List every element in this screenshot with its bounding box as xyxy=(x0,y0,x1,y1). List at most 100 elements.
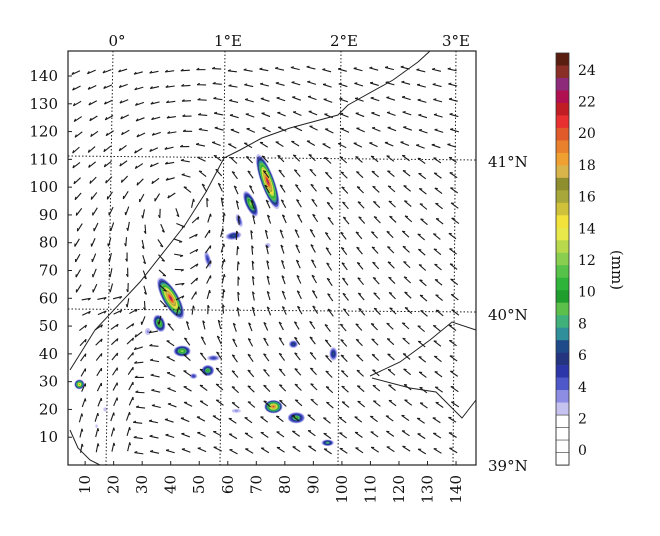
wind-arrowhead xyxy=(100,338,103,342)
wind-vector xyxy=(236,246,239,256)
colorbar-swatch xyxy=(556,302,569,316)
wind-arrowhead xyxy=(107,243,109,247)
wind-arrowhead xyxy=(252,214,256,218)
wind-arrowhead xyxy=(213,96,217,99)
wind-vector xyxy=(342,201,349,210)
wind-vector xyxy=(447,68,457,72)
wind-vector xyxy=(370,323,378,331)
wind-arrowhead xyxy=(357,261,361,265)
wind-vector xyxy=(369,415,378,423)
wind-vector xyxy=(311,290,318,299)
wind-arrowhead xyxy=(449,112,453,115)
wind-vector xyxy=(250,230,253,240)
wind-arrowhead xyxy=(309,168,313,171)
wind-vector xyxy=(78,413,83,423)
colorbar-swatch xyxy=(556,365,569,378)
wind-vector xyxy=(327,308,334,317)
wind-vector xyxy=(119,99,129,104)
wind-arrowhead xyxy=(186,320,190,324)
wind-vector xyxy=(126,427,131,436)
wind-arrowhead xyxy=(247,385,251,388)
wind-arrowhead xyxy=(325,247,329,250)
wind-arrowhead xyxy=(294,321,298,324)
wind-arrowhead xyxy=(418,113,422,116)
wind-vector xyxy=(450,128,460,133)
wind-vector xyxy=(277,155,285,163)
wind-vector xyxy=(245,113,255,118)
wind-vector xyxy=(357,277,365,286)
wind-vector xyxy=(89,176,97,184)
wind-vector xyxy=(401,230,410,238)
wind-vector xyxy=(308,110,318,116)
wind-vector xyxy=(281,214,287,224)
wind-vector xyxy=(448,98,458,102)
wind-vector xyxy=(451,401,460,408)
wind-vector xyxy=(205,245,212,254)
wind-arrowhead xyxy=(263,353,267,356)
wind-arrowhead xyxy=(164,161,168,165)
wind-arrowhead xyxy=(420,218,424,221)
wind-vector xyxy=(110,338,119,346)
colorbar-swatch xyxy=(556,65,569,79)
wind-arrowhead xyxy=(296,275,300,278)
wind-arrowhead xyxy=(340,354,345,357)
latitude-labels: 41°N 40°N 39°N xyxy=(488,153,528,475)
wind-arrowhead xyxy=(294,169,298,172)
wind-vector xyxy=(385,415,394,422)
wind-vector xyxy=(151,389,161,393)
wind-vector xyxy=(371,170,380,178)
wind-vector xyxy=(245,448,254,454)
wind-arrowhead xyxy=(232,322,236,326)
wind-arrowhead xyxy=(263,369,267,372)
wind-arrowhead xyxy=(327,216,331,220)
precip-contour xyxy=(333,353,334,355)
wind-vector xyxy=(293,126,303,132)
wind-vector xyxy=(371,127,381,132)
wind-arrowhead xyxy=(161,230,165,233)
wind-arrowhead xyxy=(279,399,283,402)
wind-arrowhead xyxy=(181,83,185,87)
wind-vector xyxy=(104,99,113,105)
wind-vector xyxy=(263,322,269,331)
wind-arrowhead xyxy=(343,216,347,219)
wind-arrowhead xyxy=(387,353,391,356)
wind-arrowhead xyxy=(231,171,236,174)
wind-arrowhead xyxy=(434,279,439,281)
wind-arrowhead xyxy=(72,150,75,154)
wind-vector xyxy=(447,143,457,148)
wind-arrowhead xyxy=(89,180,92,184)
wind-arrowhead xyxy=(198,170,203,173)
wind-vector xyxy=(339,432,348,439)
wind-vector xyxy=(91,253,97,263)
wind-arrowhead xyxy=(149,358,154,361)
wind-vector xyxy=(418,371,427,378)
wind-arrowhead xyxy=(136,182,139,186)
parallel-40n xyxy=(67,308,477,313)
wind-vector xyxy=(72,146,80,154)
colorbar-swatch xyxy=(556,177,569,191)
wind-vector xyxy=(165,70,175,73)
wind-vector xyxy=(183,370,192,377)
wind-arrowhead xyxy=(73,180,76,185)
wind-vector xyxy=(261,112,271,118)
wind-arrowhead xyxy=(102,70,106,74)
wind-arrowhead xyxy=(151,388,155,391)
colorbar-swatch xyxy=(556,190,569,204)
wind-arrowhead xyxy=(433,113,438,116)
wind-vector xyxy=(387,185,396,193)
wind-arrowhead xyxy=(133,435,137,438)
wind-vector xyxy=(260,416,269,423)
wind-arrowhead xyxy=(104,117,108,121)
wind-vector xyxy=(278,169,285,178)
wind-arrowhead xyxy=(118,69,121,73)
wind-vector xyxy=(249,185,255,194)
wind-arrowhead xyxy=(223,243,225,247)
precip-contour xyxy=(272,406,275,408)
wind-vector xyxy=(280,199,287,208)
wind-vector xyxy=(434,386,443,393)
meridian-2e xyxy=(337,50,342,466)
wind-arrowhead xyxy=(86,71,90,75)
wind-vector xyxy=(432,325,441,332)
wind-arrowhead xyxy=(448,82,452,85)
wind-vector xyxy=(418,264,427,271)
